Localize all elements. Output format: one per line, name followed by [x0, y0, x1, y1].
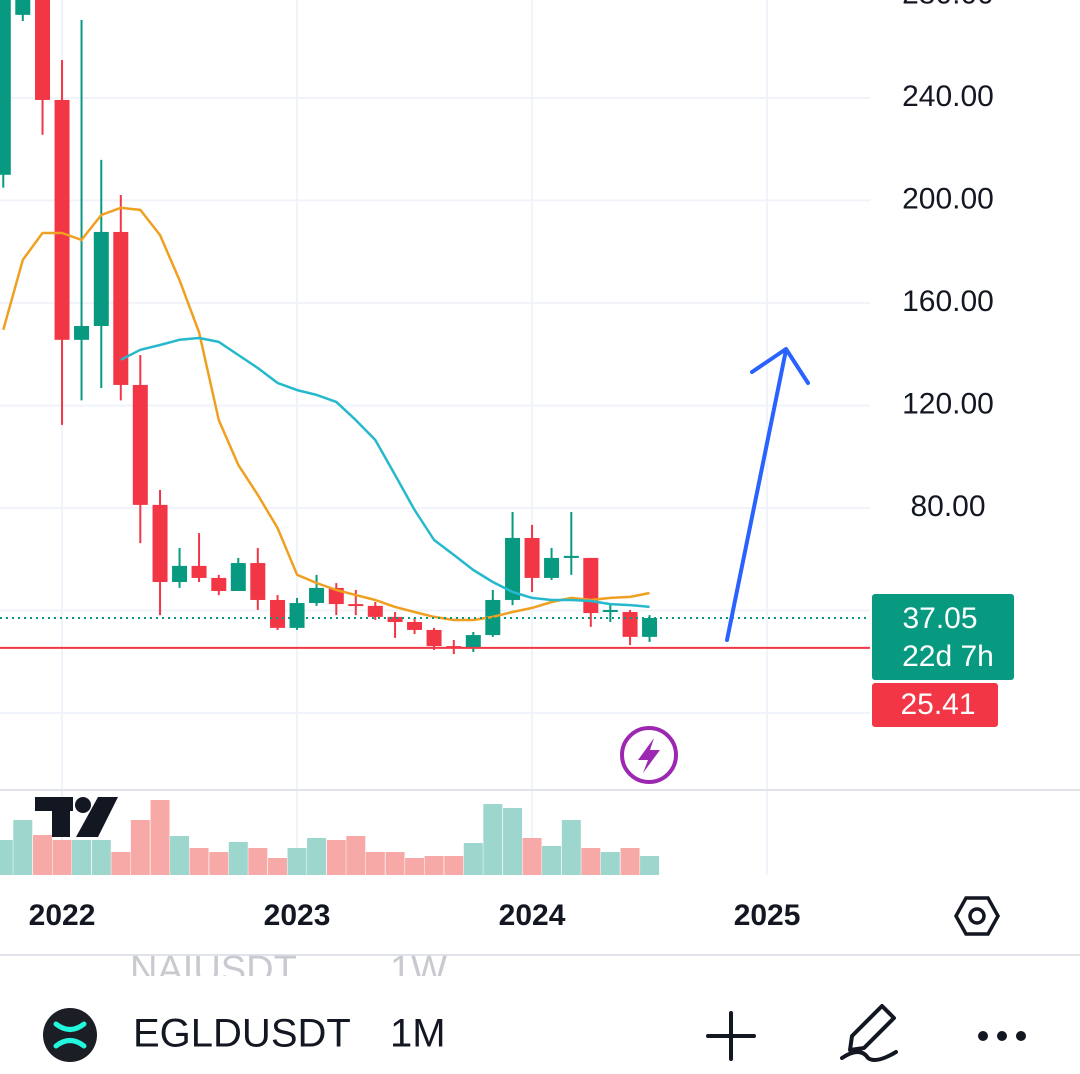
volume-bar: [189, 848, 209, 875]
line-price-box: [872, 683, 998, 727]
candle-body: [407, 622, 423, 630]
candle-body: [74, 325, 90, 340]
volume-bar: [268, 858, 288, 875]
candle-body: [250, 563, 266, 600]
candle-body: [583, 557, 599, 614]
alert-icon[interactable]: [620, 726, 678, 784]
candle-body: [622, 612, 638, 637]
volume-pane: [0, 800, 660, 875]
x-tick-label: 2025: [734, 899, 801, 932]
y-tick-label: 240.00: [902, 80, 994, 113]
candle-body: [35, 0, 51, 100]
more-button[interactable]: [978, 1031, 1026, 1041]
volume-bar: [600, 852, 620, 875]
last-price-box: [872, 594, 1014, 680]
volume-bar: [287, 848, 307, 875]
volume-bar: [483, 804, 503, 875]
x-tick-label: 2023: [264, 899, 331, 932]
candle-body: [309, 587, 325, 604]
y-tick-label: 160.00: [902, 285, 994, 318]
volume-bar: [170, 836, 190, 875]
candle-body: [505, 537, 521, 600]
volume-bar: [346, 836, 366, 875]
candle-body: [54, 99, 70, 340]
toolbar-interval[interactable]: 1M: [390, 1012, 446, 1056]
volume-bar: [248, 848, 268, 875]
toolbar-symbol[interactable]: EGLDUSDT: [133, 1012, 351, 1056]
volume-bar: [503, 808, 523, 875]
candle-body: [367, 605, 383, 617]
candle-body: [289, 603, 305, 628]
volume-bar: [581, 848, 601, 875]
volume-bar: [385, 852, 405, 875]
volume-bar: [326, 840, 346, 875]
candle-body: [15, 0, 31, 15]
candle-body: [172, 565, 188, 583]
volume-bar: [640, 856, 660, 875]
volume-bar: [209, 852, 229, 875]
candle-body: [113, 231, 129, 385]
x-tick-label: 2022: [29, 899, 96, 932]
candle-body: [426, 629, 442, 647]
candle-body: [270, 599, 286, 628]
y-tick-label: 280.00: [902, 0, 994, 10]
draw-button[interactable]: [840, 1004, 898, 1062]
candle-body: [642, 618, 658, 637]
volume-bar: [13, 820, 33, 875]
price-pane: [0, 0, 870, 655]
candle-body: [230, 563, 246, 591]
candle-body: [348, 604, 364, 607]
tradingview-logo: [35, 797, 118, 837]
add-button[interactable]: [706, 1011, 756, 1061]
volume-bar: [561, 820, 581, 875]
candle-body: [465, 635, 481, 648]
x-tick-label: 2024: [499, 899, 566, 932]
last-price-label: 37.05: [902, 602, 977, 635]
volume-bar: [542, 846, 562, 875]
symbol-icon[interactable]: [43, 1008, 97, 1062]
candle-body: [191, 565, 207, 578]
volume-bar: [522, 838, 542, 875]
volume-bar: [620, 848, 640, 875]
moving-average: [2, 206, 650, 622]
candle-body: [544, 557, 560, 578]
axes: 280.00240.00200.00160.00120.0080.0040.00…: [29, 0, 1014, 932]
moving-average: [120, 336, 650, 609]
volume-bar: [33, 835, 53, 875]
y-tick-label: 80.00: [910, 490, 985, 523]
volume-bar: [463, 843, 483, 875]
volume-bar: [405, 858, 425, 875]
toolbar: [0, 976, 1080, 1074]
line-price-label: 25.41: [900, 688, 975, 721]
y-tick-label: 200.00: [902, 182, 994, 215]
volume-bar: [365, 852, 385, 875]
candle-body: [524, 537, 540, 578]
volume-bar: [444, 856, 464, 875]
volume-bar: [91, 840, 111, 875]
volume-bar: [72, 840, 92, 875]
candle-body: [132, 384, 148, 505]
volume-bar: [0, 840, 13, 875]
volume-bar: [228, 842, 248, 875]
candle-body: [93, 231, 109, 326]
volume-bar: [150, 800, 170, 875]
y-tick-label: 120.00: [902, 387, 994, 420]
candle-body: [563, 555, 579, 558]
candle-body: [211, 577, 227, 591]
volume-bar: [111, 852, 131, 875]
candle-body: [602, 609, 618, 613]
volume-bar: [52, 840, 72, 875]
volume-bar: [424, 856, 444, 875]
countdown-label: 22d 7h: [902, 640, 994, 673]
candle-body: [0, 0, 11, 175]
drawn-arrow: [725, 347, 810, 642]
candle-body: [387, 616, 403, 623]
volume-bar: [307, 838, 327, 875]
volume-bar: [130, 820, 150, 875]
candle-body: [152, 504, 168, 583]
settings-icon[interactable]: [953, 896, 1001, 936]
